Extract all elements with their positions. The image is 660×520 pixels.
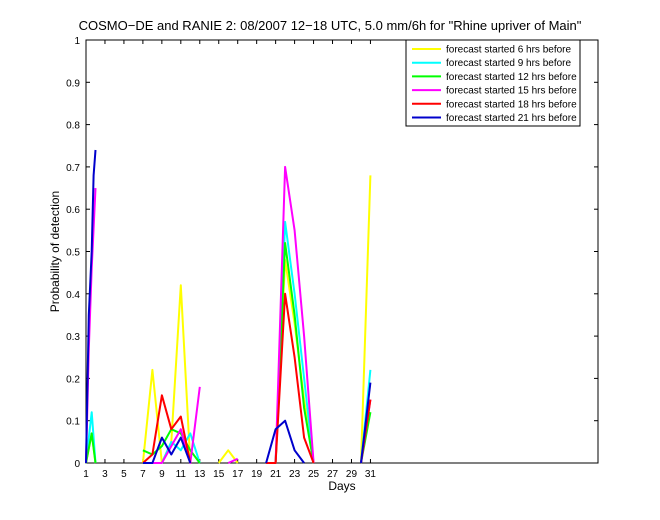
y-axis-label: Probability of detection [48,191,62,312]
x-tick-label: 29 [346,469,358,480]
x-tick-label: 11 [176,469,187,480]
series-line-3 [85,432,97,464]
series-line-6 [85,149,97,464]
x-tick-label: 27 [327,469,339,480]
y-tick-label: 0.4 [66,290,80,301]
series-line-6 [360,382,372,464]
y-tick-label: 0.3 [66,332,80,343]
legend-label: forecast started 21 hrs before [446,113,577,124]
legend-label: forecast started 12 hrs before [446,72,577,83]
series-line-5 [266,292,315,464]
axis-ticks: 1 3 5 7 9 11 13 15 17 19 21 23 25 27 29 3100.10.20.30.4… [66,36,598,480]
y-tick-label: 0.8 [66,121,80,132]
x-tick-label: 1 [83,469,89,480]
y-tick-label: 0.2 [66,374,80,385]
y-tick-label: 0 [74,459,80,470]
legend-label: forecast started 9 hrs before [446,58,572,69]
series-line-5 [142,394,192,464]
series-line-1 [217,449,239,464]
y-tick-label: 0.6 [66,205,80,216]
x-tick-label: 23 [289,469,301,480]
x-tick-label: 9 [159,469,165,480]
y-tick-label: 1 [74,36,80,47]
y-tick-label: 0.9 [66,78,80,89]
series-line-4 [227,457,239,464]
x-tick-label: 7 [140,469,146,480]
x-tick-label: 21 [270,469,282,480]
legend-box [405,39,581,127]
series-line-6 [142,436,192,464]
legend: forecast started 6 hrs before forecast st… [405,39,581,127]
legend-label: forecast started 15 hrs before [446,86,577,97]
series-line-6 [265,419,305,464]
series-lines [85,149,372,464]
x-tick-label: 17 [232,469,244,480]
legend-label: forecast started 6 hrs before [446,45,572,56]
x-axis-label: Days [328,479,355,493]
x-tick-label: 13 [194,469,206,480]
x-tick-label: 3 [102,469,108,480]
y-tick-label: 0.7 [66,163,80,174]
series-line-4 [152,386,201,464]
x-tick-label: 25 [308,469,320,480]
y-tick-label: 0.1 [66,417,80,428]
y-tick-label: 0.5 [66,248,80,259]
x-tick-label: 31 [365,469,377,480]
x-tick-label: 15 [213,469,225,480]
series-line-1 [360,175,372,464]
legend-label: forecast started 18 hrs before [446,99,577,110]
chart-title: COSMO−DE and RANIE 2: 08/2007 12−18 UTC,… [79,18,582,33]
x-tick-label: 19 [251,469,263,480]
x-tick-label: 5 [121,469,127,480]
